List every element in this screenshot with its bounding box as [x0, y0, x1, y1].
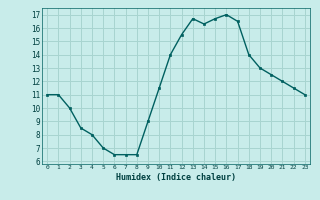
X-axis label: Humidex (Indice chaleur): Humidex (Indice chaleur)	[116, 173, 236, 182]
